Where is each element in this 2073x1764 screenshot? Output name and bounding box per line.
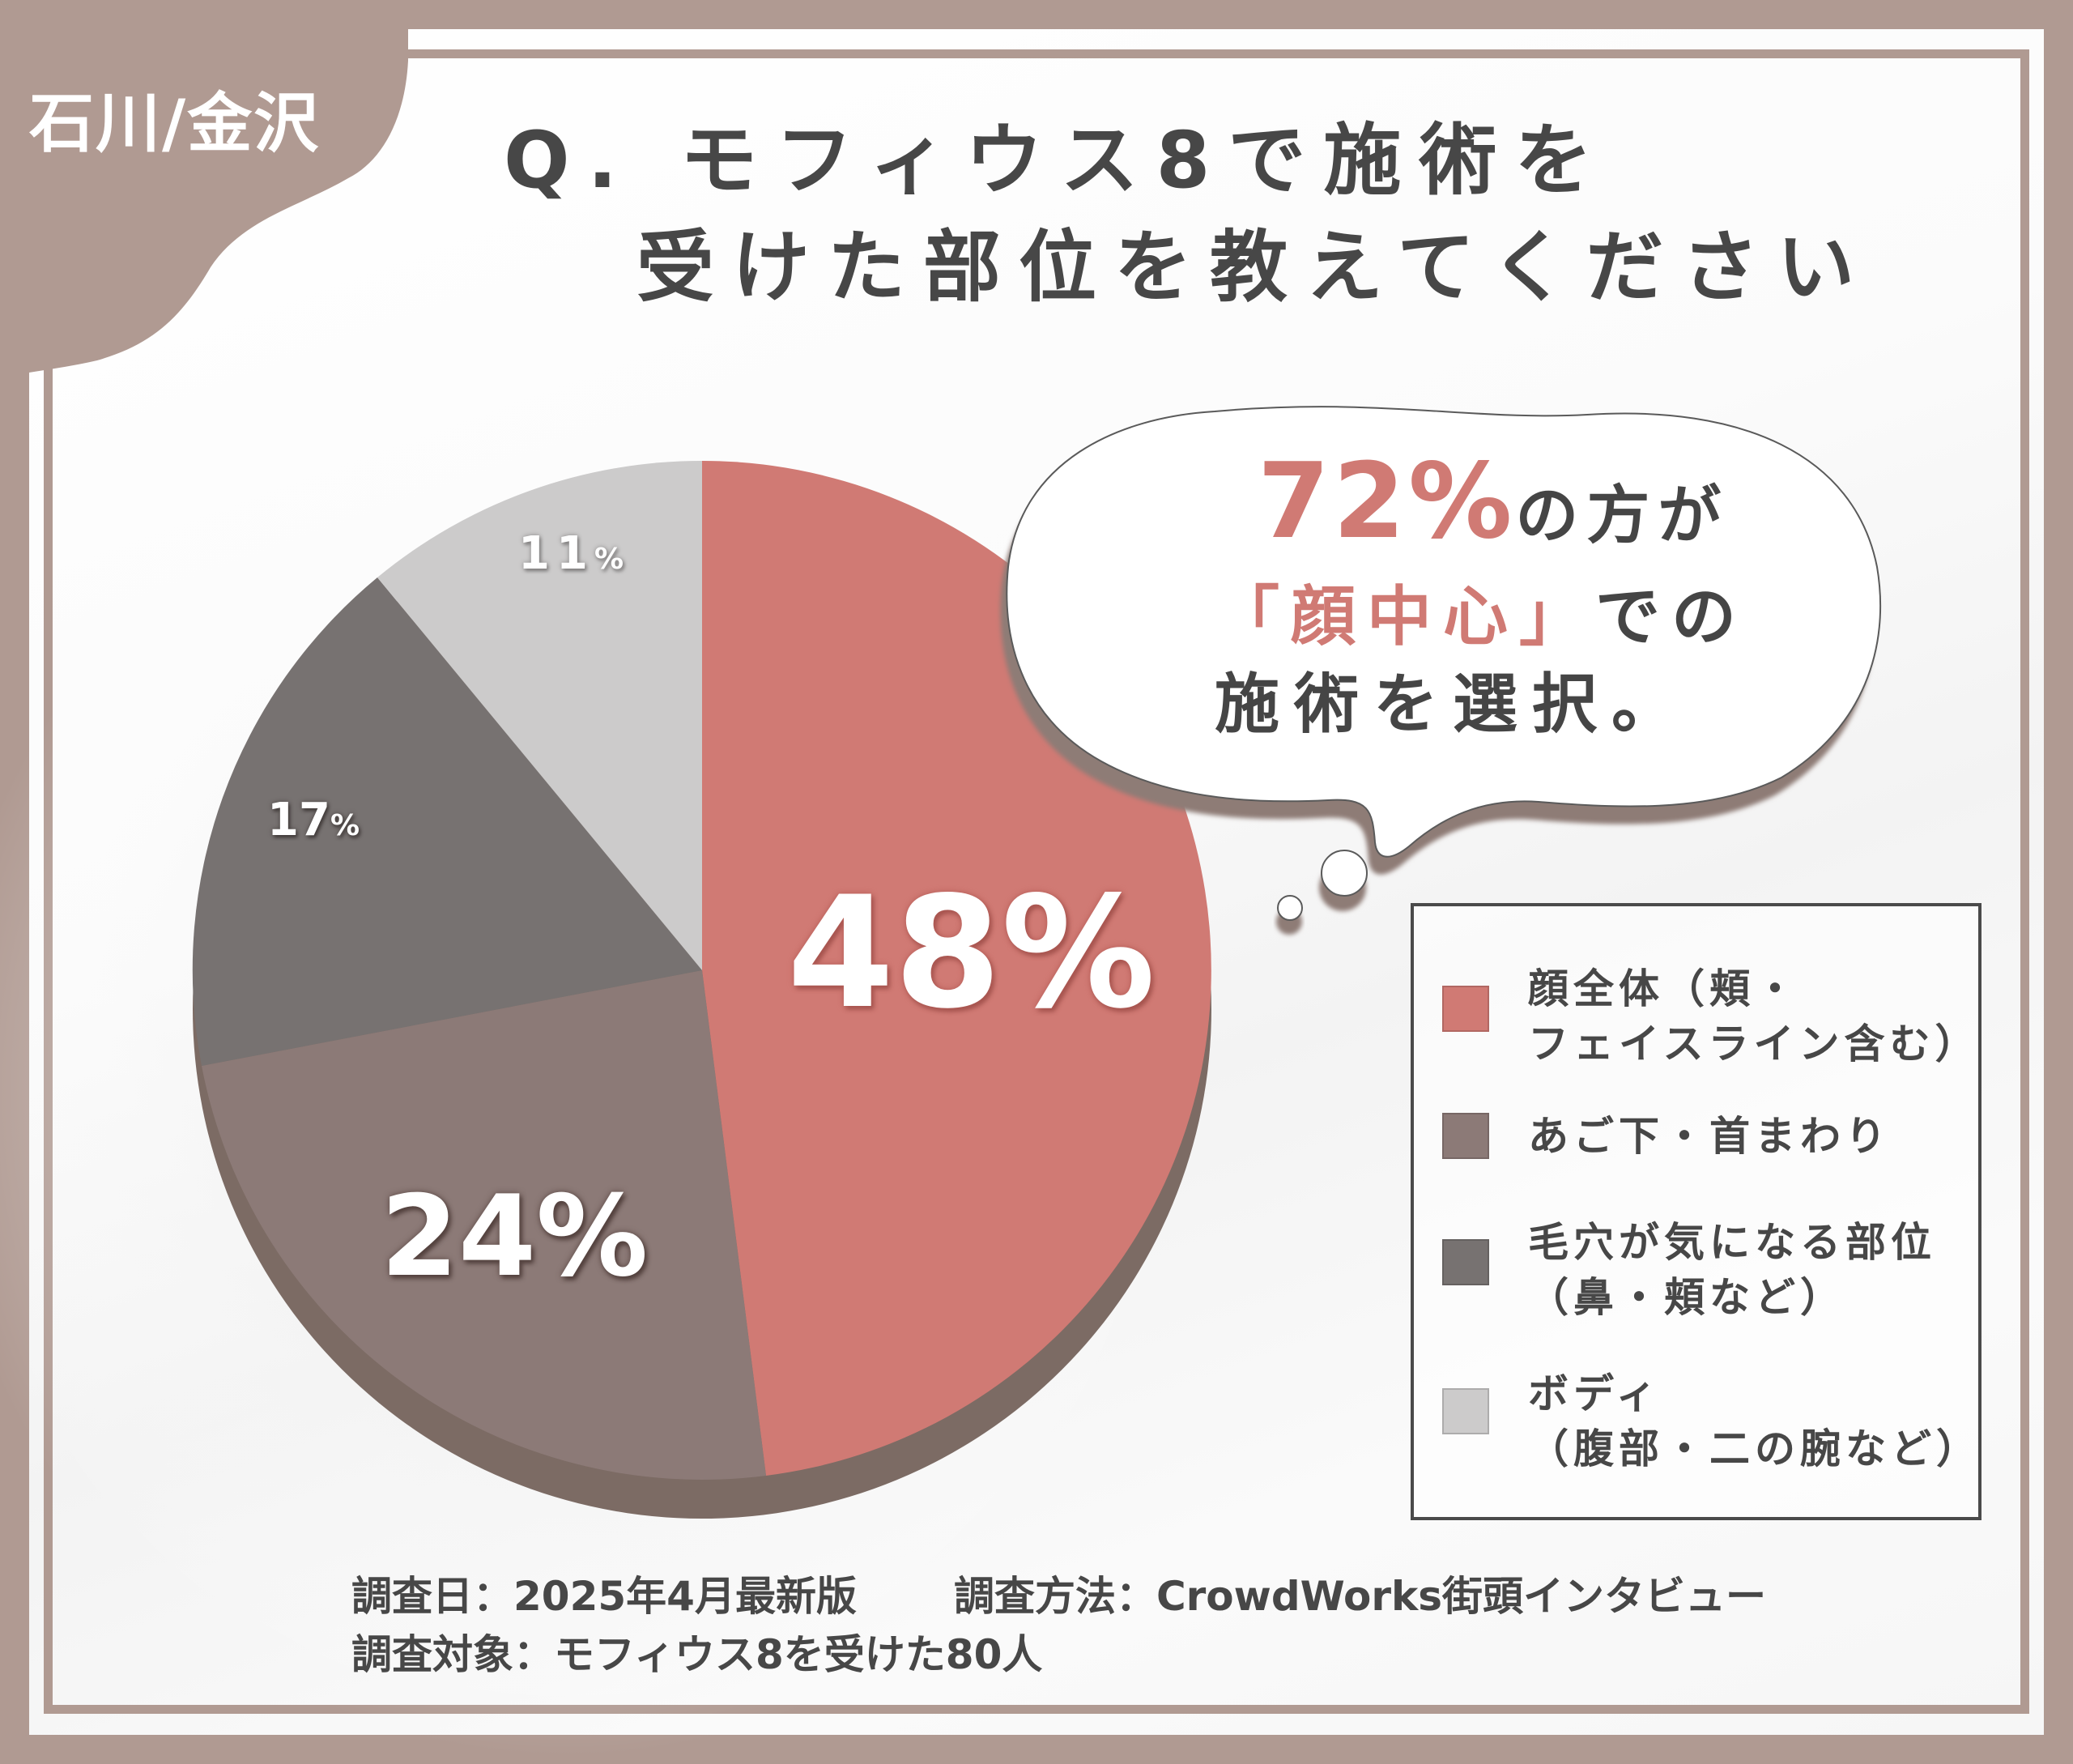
chart-legend: 顔全体（頬・ フェイスライン含む） あご下・首まわり 毛穴が気になる部位 （鼻・… — [1411, 903, 1981, 1520]
footer-line1: 調査日：2025年4月最新版 調査方法：CrowdWorks街頭インタビュー — [351, 1576, 1766, 1617]
callout-line2: 「顔中心」での — [1215, 585, 1747, 650]
pie-label-face: 48% — [787, 876, 1156, 1030]
pie-label-pores-pct: % — [330, 809, 360, 842]
legend-swatch-body — [1442, 1388, 1489, 1434]
callout-highlight-value: 72% — [1258, 441, 1516, 562]
bubble-dot-small — [1277, 895, 1303, 921]
legend-item-face-line2: フェイスライン含む） — [1528, 1020, 1981, 1067]
pie-label-body-pct: % — [594, 543, 631, 576]
legend-item-pores-line1: 毛穴が気になる部位 — [1528, 1219, 1936, 1266]
legend-item-body: ボディ （腹部・二の腕など） — [1528, 1366, 1981, 1476]
bubble-dot-large — [1321, 850, 1368, 897]
legend-item-body-line2: （腹部・二の腕など） — [1528, 1425, 1981, 1472]
callout-line1: 72%の方が — [1258, 450, 1729, 554]
callout-line2-highlight: 「顔中心」 — [1215, 579, 1595, 654]
legend-item-body-line1: ボディ — [1528, 1370, 1662, 1417]
page-title-line1: Q. モフィウス8で施術を — [504, 115, 1611, 206]
legend-swatch-pores — [1442, 1239, 1489, 1285]
legend-item-pores-line2: （鼻・頬など） — [1528, 1274, 1845, 1321]
page-title-line2: 受けた部位を教えてください — [636, 222, 1873, 313]
corner-blob — [29, 29, 408, 373]
bubble-body — [1006, 406, 1882, 858]
callout-line2-rest: での — [1595, 579, 1747, 654]
callout-line1-rest: の方が — [1515, 479, 1730, 552]
pie-label-face-pct: % — [1001, 863, 1156, 1042]
pie-label-pores-value: 17 — [267, 794, 330, 846]
pie-label-chin-neck: 24% — [381, 1181, 648, 1293]
survey-method: 調査方法：CrowdWorks街頭インタビュー — [953, 1573, 1767, 1620]
pie-label-pores: 17% — [267, 798, 360, 843]
pie-slice-chin-neck[interactable] — [202, 970, 766, 1481]
pie-label-body: 11% — [518, 531, 630, 577]
region-badge: 石川/金沢 — [29, 86, 321, 161]
pie-label-chin-neck-pct: % — [536, 1171, 649, 1302]
survey-date: 調査日：2025年4月最新版 — [351, 1573, 857, 1620]
footer-line2: 調査対象：モフィウス8を受けた80人 — [351, 1631, 1043, 1678]
pie-label-face-value: 48 — [787, 863, 1002, 1042]
legend-item-pores: 毛穴が気になる部位 （鼻・頬など） — [1528, 1215, 1936, 1325]
legend-item-chin-neck-line1: あご下・首まわり — [1528, 1113, 1891, 1160]
pie-slice-pores[interactable] — [192, 577, 702, 1066]
legend-item-face: 顔全体（頬・ フェイスライン含む） — [1528, 961, 1981, 1072]
callout-line3: 施術を選択。 — [1215, 667, 1691, 742]
legend-item-chin-neck: あご下・首まわり — [1528, 1109, 1891, 1164]
legend-item-face-line1: 顔全体（頬・ — [1528, 965, 1800, 1012]
legend-swatch-chin-neck — [1442, 1113, 1489, 1159]
pie-label-body-value: 11 — [518, 527, 594, 580]
pie-label-chin-neck-value: 24 — [381, 1171, 537, 1302]
legend-swatch-face — [1442, 986, 1489, 1032]
pie-slice-body[interactable] — [377, 460, 702, 970]
thought-bubble — [1000, 406, 1882, 935]
